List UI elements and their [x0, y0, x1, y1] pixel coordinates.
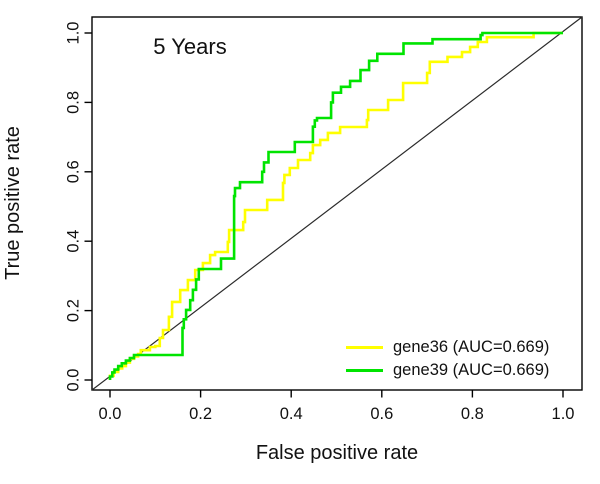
x-tick-label: 0.4: [280, 405, 303, 423]
y-tick-label: 1.0: [64, 22, 82, 45]
reference-diagonal-line: [91, 16, 583, 391]
legend-label-gene36: gene36 (AUC=0.669): [393, 337, 550, 356]
roc-curve-gene39: [108, 31, 563, 380]
x-axis-title: False positive rate: [255, 442, 419, 464]
plot-border: [91, 16, 583, 391]
y-axis: 0.0 0.2 0.4 0.6 0.8 1.0: [64, 22, 92, 392]
x-tick-label: 0.8: [461, 405, 484, 423]
chart-title: 5 Years: [153, 34, 227, 59]
y-tick-label: 0.6: [64, 160, 82, 183]
legend-item-gene39: gene39 (AUC=0.669): [346, 361, 549, 379]
y-tick-label: 0.0: [64, 369, 82, 392]
roc-curves: [108, 31, 563, 380]
y-axis-title: True positive rate: [2, 126, 24, 280]
x-tick-label: 0.0: [99, 405, 122, 423]
roc-curve-gene36: [108, 31, 563, 380]
legend-line-swatch-gene36: [346, 345, 383, 349]
y-tick-label: 0.8: [64, 91, 82, 114]
x-tick-label: 0.2: [189, 405, 212, 423]
x-axis: 0.0 0.2 0.4 0.6 0.8 1.0: [99, 390, 575, 423]
legend: gene36 (AUC=0.669) gene39 (AUC=0.669): [346, 338, 549, 379]
legend-item-gene36: gene36 (AUC=0.669): [346, 338, 549, 356]
legend-label-gene39: gene39 (AUC=0.669): [393, 360, 550, 379]
y-tick-label: 0.2: [64, 299, 82, 322]
legend-line-swatch-gene39: [346, 368, 383, 372]
y-tick-label: 0.4: [64, 230, 82, 253]
x-tick-label: 1.0: [552, 405, 575, 423]
x-tick-label: 0.6: [370, 405, 393, 423]
